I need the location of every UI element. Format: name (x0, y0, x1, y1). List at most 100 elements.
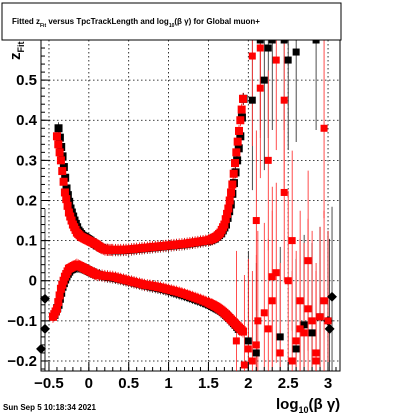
data-point (232, 148, 241, 157)
data-point (308, 317, 316, 325)
data-point (226, 200, 235, 209)
y-tick-label: 0.2 (16, 192, 37, 209)
x-tick-label: 2.5 (278, 375, 299, 392)
title-sub2: 10 (169, 23, 175, 29)
plot-frame (40, 39, 341, 372)
data-point (62, 184, 71, 193)
title-sub1: Fit (40, 23, 46, 29)
data-point (320, 124, 328, 132)
data-point (292, 48, 300, 56)
data-point (224, 204, 233, 213)
data-point (248, 52, 256, 60)
data-point (56, 156, 65, 165)
data-point (300, 321, 308, 329)
data-point (229, 169, 238, 178)
data-point (312, 357, 320, 365)
data-point (58, 280, 67, 289)
data-point (60, 188, 69, 197)
x-axis-title-base: log (276, 396, 299, 413)
y-tick-label: −0.2 (7, 353, 37, 370)
data-point (288, 357, 296, 365)
chart-title: Fitted zFit versus TpcTrackLength and lo… (12, 17, 260, 29)
x-tick-label: 1.5 (198, 375, 219, 392)
data-point (312, 349, 320, 357)
data-point (256, 44, 264, 52)
data-point (59, 177, 68, 186)
y-tick-label: 0.4 (16, 112, 38, 129)
data-point (55, 148, 64, 157)
data-point (292, 337, 300, 345)
data-point (280, 96, 288, 104)
data-point (256, 84, 264, 92)
data-point (225, 196, 234, 205)
data-point (292, 345, 300, 353)
data-point (56, 284, 65, 293)
data-point (54, 140, 63, 149)
data-point (236, 116, 245, 125)
data-point (55, 291, 64, 300)
x-tick-label: 2 (244, 375, 252, 392)
data-point (268, 297, 276, 305)
data-point (52, 304, 61, 313)
data-point (238, 327, 247, 336)
data-point (316, 313, 324, 321)
data-point (308, 329, 316, 337)
data-point (59, 163, 68, 172)
y-axis-title-sub: Fit (16, 42, 26, 53)
data-point (237, 105, 246, 114)
data-point (252, 217, 260, 225)
data-point (54, 124, 63, 133)
data-point (235, 126, 244, 135)
x-tick-label: 1 (164, 375, 172, 392)
data-point (276, 333, 284, 341)
data-point (284, 277, 292, 285)
data-point (264, 156, 272, 164)
y-tick-label: 0.3 (16, 152, 37, 169)
data-point (264, 325, 272, 333)
data-point (66, 212, 75, 221)
data-point (284, 56, 292, 64)
data-point (59, 276, 68, 285)
data-point (232, 337, 240, 345)
data-point (272, 56, 280, 64)
data-point (240, 361, 248, 369)
y-tick-label: 0 (29, 273, 37, 290)
timestamp: Sun Sep 5 10:18:34 2021 (3, 403, 96, 412)
data-point (268, 273, 276, 281)
data-point (52, 132, 61, 141)
data-point (260, 76, 268, 84)
data-point (276, 349, 284, 357)
data-point (324, 317, 332, 325)
data-point (62, 195, 71, 204)
data-point (221, 215, 230, 224)
x-tick-label: −0.5 (34, 375, 64, 392)
y-tick-label: −0.1 (7, 313, 37, 330)
data-point (327, 291, 337, 302)
data-point (280, 188, 288, 196)
x-tick-label: 3 (324, 375, 332, 392)
data-point (244, 337, 252, 345)
data-point (54, 298, 63, 307)
data-point (304, 305, 312, 313)
data-point (231, 159, 240, 168)
title-part-post: (β γ) for Global muon+ (174, 17, 260, 26)
y-axis-title: zFit (7, 42, 26, 61)
data-point (252, 349, 260, 357)
data-point (296, 325, 304, 333)
data-point (248, 96, 256, 104)
title-box (1, 2, 342, 41)
data-point (61, 173, 70, 182)
data-point (58, 152, 67, 161)
y-tick-label: 0.1 (16, 233, 37, 250)
data-point (236, 132, 245, 141)
x-axis-title-post: (β γ) (309, 396, 341, 413)
data-point (223, 209, 232, 218)
data-point (67, 216, 76, 225)
data-point (254, 317, 262, 325)
title-part-pre: Fitted z (12, 17, 40, 26)
data-point (264, 44, 272, 52)
data-point (238, 94, 247, 103)
x-tick-label: 0.5 (118, 375, 139, 392)
x-axis-title: log10(β γ) (276, 396, 340, 414)
